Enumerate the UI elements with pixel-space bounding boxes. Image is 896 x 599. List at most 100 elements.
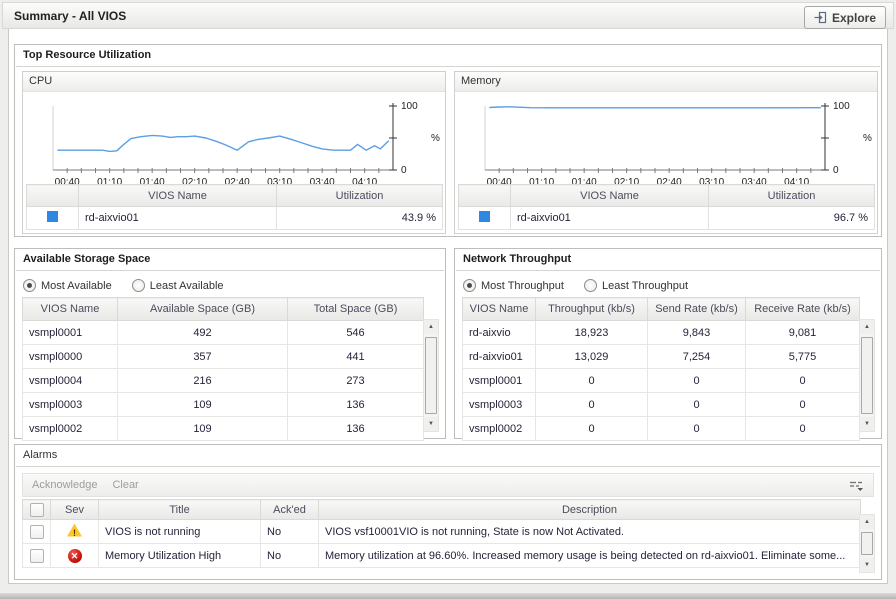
scroll-down-button[interactable]: ▼ (424, 417, 438, 431)
table-cell: 136 (287, 392, 424, 417)
clear-button[interactable]: Clear (112, 479, 139, 491)
memory-legend-row[interactable]: rd-aixvio01 96.7 % (458, 206, 875, 230)
scroll-down-button[interactable]: ▼ (860, 558, 874, 572)
table-row[interactable]: rd-aixvio 18,923 9,843 9,081 (462, 320, 860, 345)
scroll-down-button[interactable]: ▼ (860, 417, 874, 431)
warning-severity-icon (67, 523, 82, 537)
panel-available-storage-space: Available Storage Space Most Available L… (14, 248, 446, 441)
memory-legend-table: VIOS Name Utilization rd-aixvio01 96.7 % (458, 184, 875, 230)
svg-text:03:40: 03:40 (310, 177, 335, 188)
least-throughput-radio[interactable]: Least Throughput (583, 279, 688, 292)
table-row[interactable]: vsmpl0002 0 0 0 (462, 416, 860, 441)
cpu-utilization-chart: 100 0% 00:40 01:10 01:40 02:10 02:40 03:10 03:40… (52, 101, 440, 188)
most-throughput-label: Most Throughput (481, 279, 564, 292)
select-all-header[interactable] (22, 499, 51, 520)
cpu-legend-name-header[interactable]: VIOS Name (78, 184, 277, 207)
cpu-chart-panel: CPU 100 0% 00:40 01:10 01:40 02:10 02:40 03:10 0… (22, 71, 446, 234)
table-row[interactable]: vsmpl0003 109 136 (22, 392, 424, 417)
scroll-thumb[interactable] (425, 337, 437, 414)
critical-severity-icon (67, 548, 82, 563)
svg-text:03:10: 03:10 (267, 177, 292, 188)
table-cell: vsmpl0003 (462, 392, 536, 417)
alarm-row-checkbox[interactable] (29, 548, 44, 563)
table-row[interactable]: rd-aixvio01 13,029 7,254 5,775 (462, 344, 860, 369)
svg-text:01:10: 01:10 (529, 177, 554, 188)
severity-column-header[interactable]: Sev (50, 499, 99, 520)
table-cell: 0 (647, 416, 746, 441)
alarm-acked: No (260, 519, 319, 544)
column-header[interactable]: Available Space (GB) (117, 297, 288, 321)
memory-panel-header: Memory (455, 72, 877, 92)
table-row[interactable]: vsmpl0002 109 136 (22, 416, 424, 441)
table-cell: vsmpl0004 (22, 368, 118, 393)
memory-legend-swatch-header[interactable] (458, 184, 511, 207)
description-column-header[interactable]: Description (318, 499, 861, 520)
svg-text:00:40: 00:40 (55, 177, 80, 188)
scroll-track[interactable] (861, 530, 873, 557)
svg-text:01:40: 01:40 (572, 177, 597, 188)
least-available-radio[interactable]: Least Available (131, 279, 224, 292)
table-cell: 357 (117, 344, 288, 369)
table-cell: 109 (117, 392, 288, 417)
acknowledge-button[interactable]: Acknowledge (32, 479, 98, 491)
table-row[interactable]: vsmpl0000 357 441 (22, 344, 424, 369)
panel-top-resource-utilization: Top Resource Utilization CPU 100 0% 00:40 0… (14, 44, 882, 237)
scroll-up-button[interactable]: ▲ (860, 515, 874, 529)
select-all-checkbox[interactable] (29, 502, 44, 517)
network-panel-header: Network Throughput (456, 249, 880, 271)
table-cell: vsmpl0001 (22, 320, 118, 345)
cpu-legend-value-header[interactable]: Utilization (276, 184, 443, 207)
svg-text:01:10: 01:10 (97, 177, 122, 188)
table-cell: 136 (287, 416, 424, 441)
scroll-up-button[interactable]: ▲ (860, 320, 874, 334)
table-cell: 492 (117, 320, 288, 345)
memory-legend-name-header[interactable]: VIOS Name (510, 184, 709, 207)
svg-text:02:10: 02:10 (182, 177, 207, 188)
scroll-track[interactable] (425, 335, 437, 416)
svg-text:0: 0 (401, 165, 407, 176)
title-column-header[interactable]: Title (98, 499, 261, 520)
table-row[interactable]: vsmpl0001 0 0 0 (462, 368, 860, 393)
svg-text:04:10: 04:10 (784, 177, 809, 188)
svg-text:100: 100 (401, 101, 418, 112)
cpu-legend-row[interactable]: rd-aixvio01 43.9 % (26, 206, 443, 230)
alarms-table-scrollbar[interactable]: ▲ ▼ (859, 514, 875, 573)
column-header[interactable]: Send Rate (kb/s) (647, 297, 746, 321)
column-header[interactable]: VIOS Name (22, 297, 118, 321)
table-row[interactable]: vsmpl0001 492 546 (22, 320, 424, 345)
table-cell: rd-aixvio01 (462, 344, 536, 369)
most-available-radio[interactable]: Most Available (23, 279, 112, 292)
column-header[interactable]: Total Space (GB) (287, 297, 424, 321)
scroll-up-button[interactable]: ▲ (424, 320, 438, 334)
scroll-track[interactable] (861, 335, 873, 416)
radio-unselected-icon (131, 279, 145, 292)
storage-table-scrollbar[interactable]: ▲ ▼ (423, 319, 439, 432)
table-row[interactable]: vsmpl0004 216 273 (22, 368, 424, 393)
svg-text:03:40: 03:40 (742, 177, 767, 188)
column-header[interactable]: Throughput (kb/s) (535, 297, 648, 321)
table-cell: 109 (117, 416, 288, 441)
explore-button[interactable]: Explore (803, 6, 886, 29)
scroll-thumb[interactable] (861, 532, 873, 555)
svg-text:02:40: 02:40 (225, 177, 250, 188)
column-header[interactable]: VIOS Name (462, 297, 536, 321)
table-cell: vsmpl0002 (22, 416, 118, 441)
scroll-thumb[interactable] (861, 337, 873, 414)
svg-text:03:10: 03:10 (699, 177, 724, 188)
column-header[interactable]: Receive Rate (kb/s) (745, 297, 860, 321)
table-cell: 0 (535, 392, 648, 417)
table-cell: 7,254 (647, 344, 746, 369)
most-throughput-radio[interactable]: Most Throughput (463, 279, 564, 292)
network-table-scrollbar[interactable]: ▲ ▼ (859, 319, 875, 432)
alarm-row-checkbox[interactable] (29, 524, 44, 539)
table-row[interactable]: vsmpl0003 0 0 0 (462, 392, 860, 417)
cpu-legend-swatch-header[interactable] (26, 184, 79, 207)
acked-column-header[interactable]: Ack'ed (260, 499, 319, 520)
table-customizer-icon[interactable] (848, 479, 864, 492)
memory-legend-value-header[interactable]: Utilization (708, 184, 875, 207)
table-cell: vsmpl0002 (462, 416, 536, 441)
dashboard-content: Top Resource Utilization CPU 100 0% 00:40 0… (8, 29, 888, 584)
svg-text:100: 100 (833, 101, 850, 112)
